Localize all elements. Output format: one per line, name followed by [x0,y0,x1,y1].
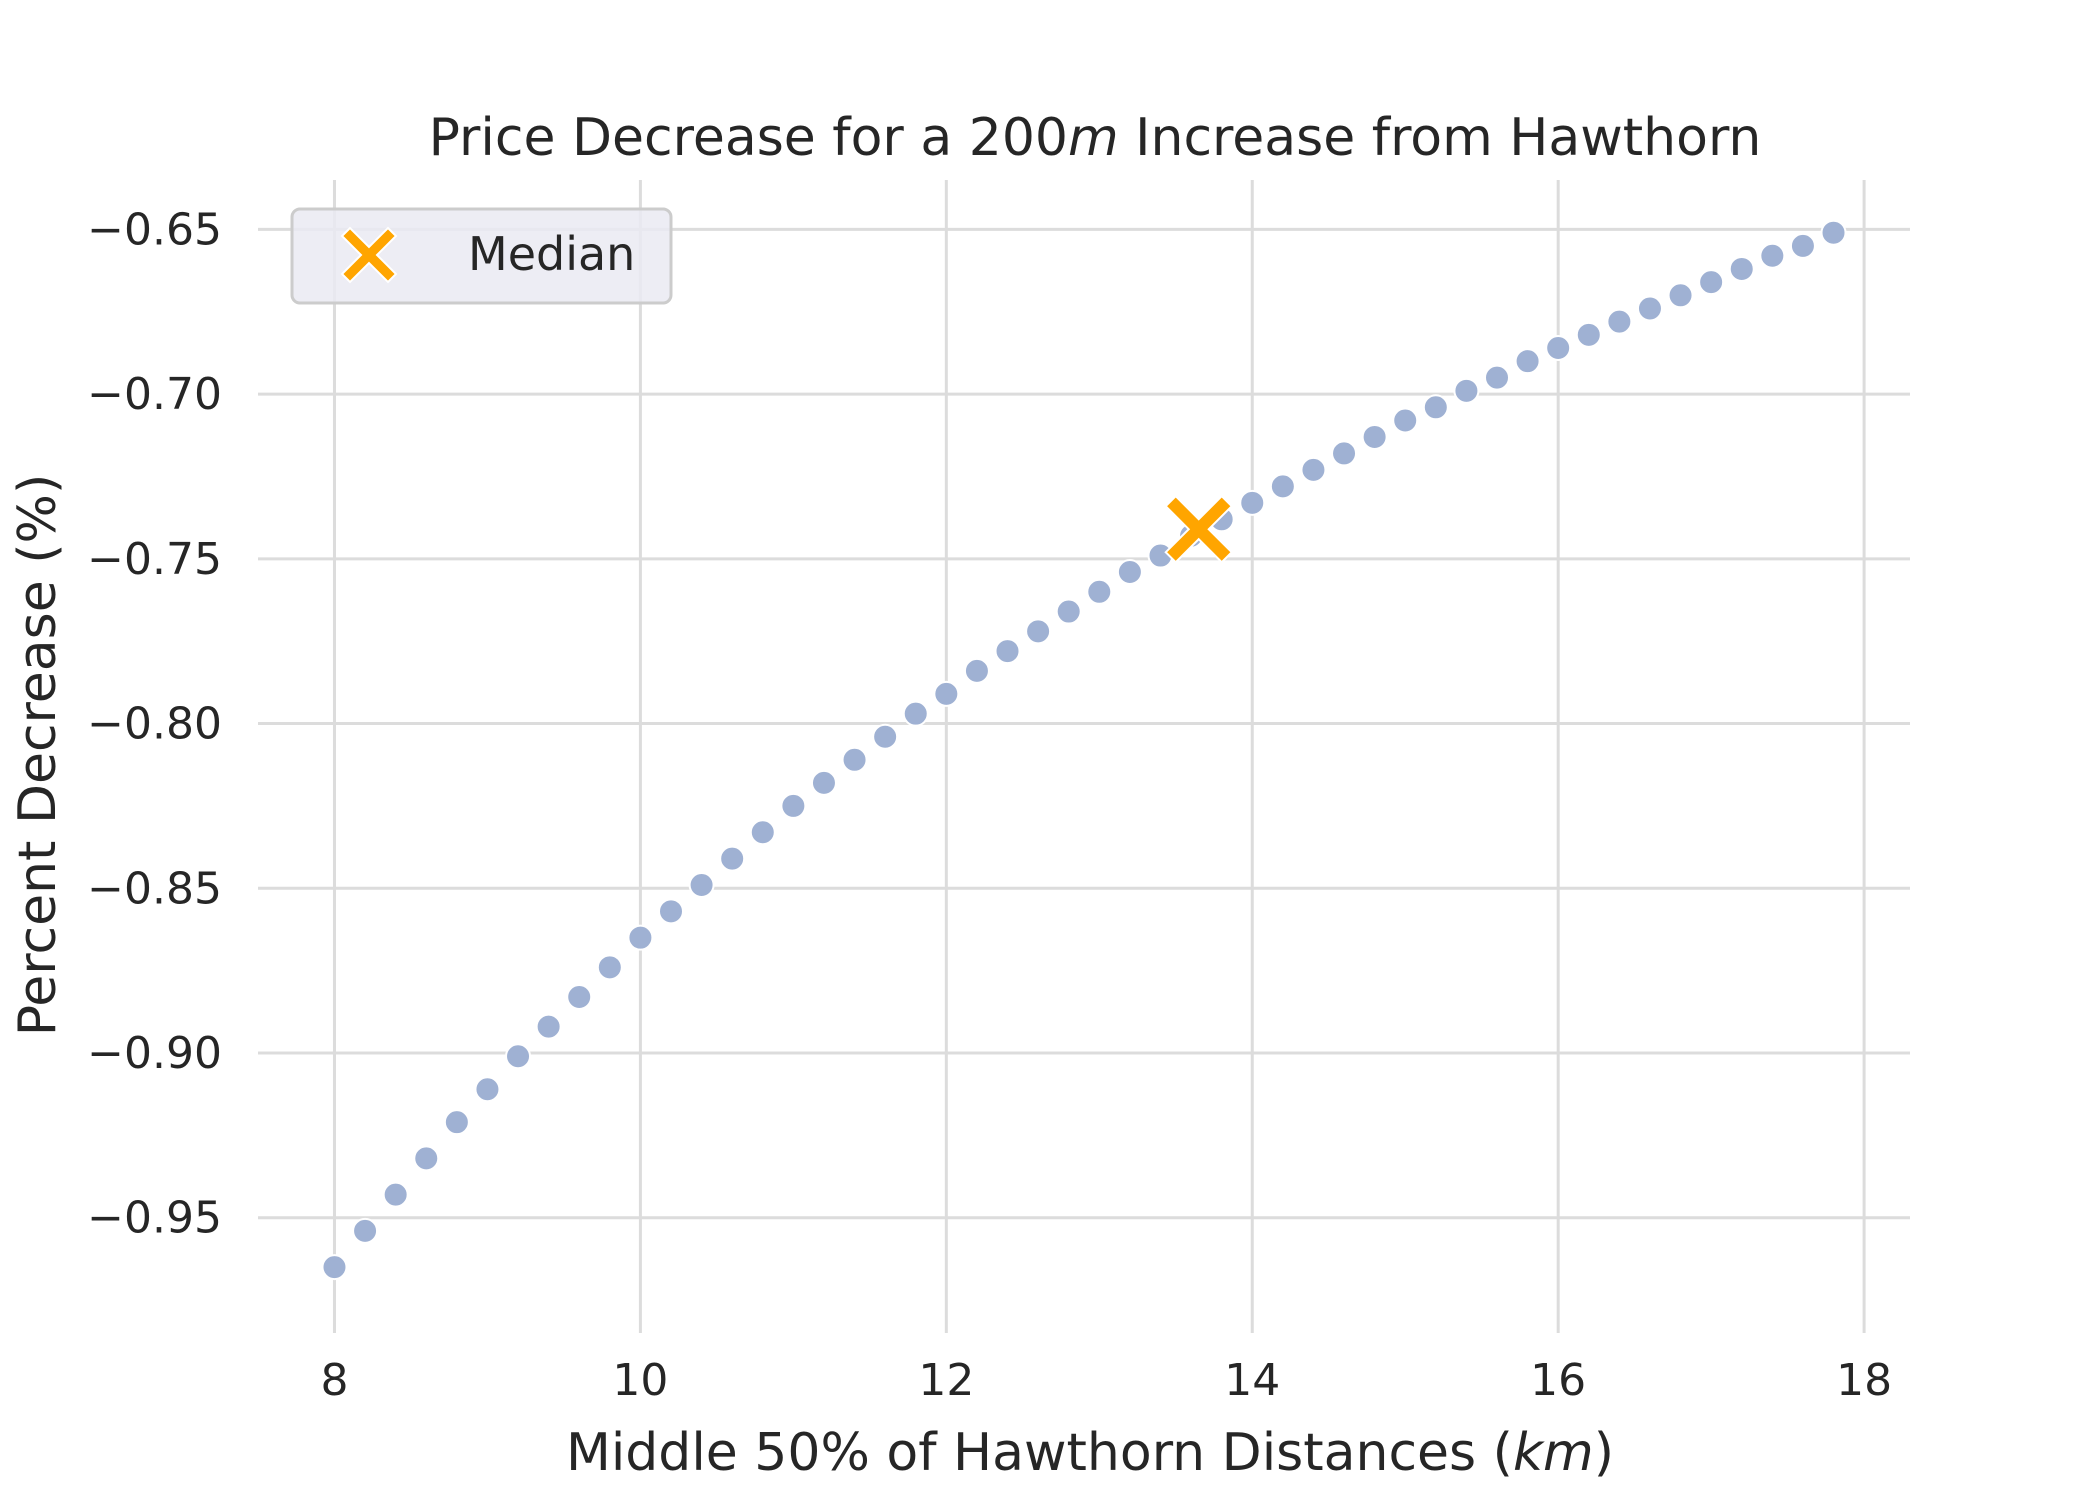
scatter-point [1606,308,1633,335]
scatter-point [1239,489,1266,516]
y-tick-label: −0.65 [87,204,222,255]
scatter-point [1728,255,1755,282]
scatter-point [1055,598,1082,625]
scatter-point [566,983,593,1010]
scatter-point [933,680,960,707]
y-tick-label: −0.75 [87,534,222,585]
x-tick-label: 10 [612,1355,668,1406]
y-tick-labels: −0.95 −0.90 −0.85 −0.80 −0.75 −0.70 −0.65 [87,204,222,1243]
scatter-point [719,845,746,872]
legend-label-median: Median [468,227,635,281]
scatter-point [596,954,623,981]
legend-marker-x-icon [340,226,398,284]
scatter-point [474,1076,501,1103]
scatter-point [1667,282,1694,309]
x-tick-label: 16 [1530,1355,1586,1406]
scatter-points [321,219,1847,1281]
median-marker [1164,494,1234,564]
scatter-point [1453,377,1480,404]
xlabel-part-3: ) [1594,1423,1614,1483]
scatter-point [780,792,807,819]
scatter-point [994,638,1021,665]
scatter-point [688,871,715,898]
scatter-point [658,898,684,925]
scatter-point [749,819,776,846]
scatter-point [1086,578,1113,605]
xlabel-part-1: Middle 50% of Hawthorn Distances ( [566,1423,1513,1483]
scatter-point [1820,219,1847,246]
scatter-point [321,1254,348,1281]
x-tick-labels: 8 10 12 14 16 18 [320,1355,1892,1406]
y-tick-label: −0.95 [87,1193,222,1244]
title-part-2: m [1068,108,1119,168]
y-tick-label: −0.80 [87,699,222,750]
title-part-1: Price Decrease for a 200 [429,108,1068,168]
scatter-point [505,1043,532,1070]
scatter-point [1025,618,1052,645]
legend: Median [290,207,673,305]
scatter-point [443,1109,470,1136]
scatter-point [1759,242,1786,269]
x-tick-label: 14 [1224,1355,1280,1406]
scatter-point [1575,321,1602,348]
scatter-point [902,700,929,727]
scatter-point [352,1217,379,1244]
y-tick-label: −0.70 [87,369,222,420]
scatter-point [1269,473,1296,500]
scatter-point [1116,559,1143,586]
scatter-point [1545,335,1572,362]
scatter-point [1422,394,1449,421]
scatter-point [841,746,868,773]
scatter-point [872,723,899,750]
scatter-point [1484,364,1510,391]
scatter-point [413,1145,440,1172]
y-tick-label: −0.90 [87,1028,222,1079]
title-part-3: Increase from Hawthorn [1119,108,1762,168]
scatter-point [382,1181,409,1208]
scatter-point [1392,407,1419,434]
scatter-point [1698,269,1725,296]
chart-title: Price Decrease for a 200m Increase from … [429,108,1762,168]
x-tick-label: 18 [1836,1355,1892,1406]
xlabel-part-2: km [1513,1423,1594,1483]
grid [258,180,1910,1333]
scatter-point [627,924,654,951]
scatter-point [1300,456,1327,483]
x-tick-label: 8 [320,1355,348,1406]
y-axis-label: Percent Decrease (%) [8,474,68,1037]
x-axis-label: Middle 50% of Hawthorn Distances (km) [566,1423,1614,1483]
x-tick-label: 12 [918,1355,974,1406]
scatter-point [1636,295,1663,322]
scatter-point [810,769,837,796]
scatter-point [1789,232,1816,259]
y-tick-label: −0.85 [87,863,222,914]
median-marker-group [1164,494,1234,564]
scatter-point [1514,348,1541,375]
scatter-point [535,1013,562,1040]
scatter-point [1331,440,1358,467]
scatter-point [1361,423,1388,450]
scatter-point [963,657,990,684]
